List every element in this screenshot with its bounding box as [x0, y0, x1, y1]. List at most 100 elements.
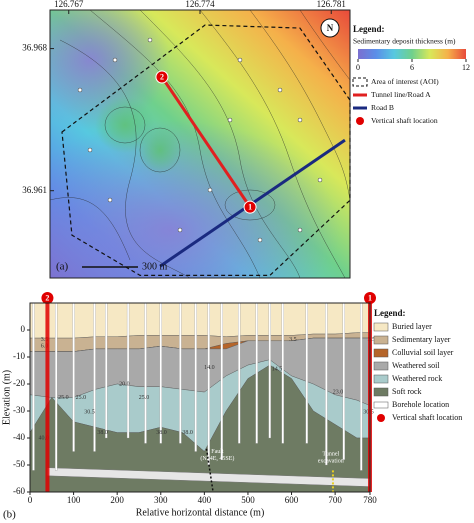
y-tick-label: 36.961: [22, 185, 47, 195]
shaft-marker: [155, 70, 169, 84]
map-area: [50, 10, 350, 278]
depth-label: 38.0: [156, 430, 167, 436]
legend-swatch: [373, 322, 389, 332]
legend-swatch: [352, 77, 368, 87]
contour-line: [299, 10, 350, 81]
borehole: [194, 302, 197, 452]
contour-line: [50, 197, 131, 261]
tunnel-label: excavation: [318, 459, 344, 465]
layer: [29, 302, 371, 339]
depth-label: 25.0: [139, 395, 150, 401]
borehole: [72, 302, 75, 452]
legend-title: Legend:: [353, 24, 385, 34]
borehole: [281, 302, 284, 444]
local-high: [138, 125, 182, 175]
depth-label: 20.0: [119, 381, 130, 387]
legend-label: Weathered soil: [392, 361, 440, 370]
contour-line: [104, 106, 146, 144]
borehole-marker: [87, 147, 93, 153]
borehole: [179, 302, 182, 444]
borehole-marker: [277, 87, 283, 93]
shaft-label: 1: [248, 202, 252, 211]
legend-label: Road B: [371, 103, 394, 112]
legend-label: Area of interest (AOI): [371, 77, 439, 86]
borehole-marker: [237, 57, 243, 63]
y-tick-label: 36.968: [22, 43, 47, 53]
borehole-marker: [112, 57, 118, 63]
depth-label: 3.5: [41, 337, 49, 343]
borehole: [325, 302, 328, 466]
tunnel-label: Tunnel: [322, 452, 339, 458]
colorbar-title: Sedimentary deposit thickness (m): [353, 37, 456, 46]
depth-label: 25.0: [58, 395, 69, 401]
legend-label: Tunnel line/Road A: [371, 90, 431, 99]
panel-label: (a): [56, 261, 69, 273]
colorbar-tick-label: 12: [462, 63, 470, 72]
x-tick-label: 126.774: [185, 0, 215, 9]
borehole-marker: [257, 237, 263, 243]
legend-swatch: [373, 374, 389, 384]
shaft-marker: [243, 200, 257, 214]
borehole-marker: [317, 177, 323, 183]
borehole-marker: [297, 227, 303, 233]
y-tick-label: -50: [13, 459, 25, 469]
colorbar: [358, 49, 466, 59]
x-tick-label: 126.781: [317, 0, 346, 9]
legend-swatch: [373, 401, 389, 409]
legend-label: Sedimentary layer: [392, 335, 451, 344]
north-arrow: [320, 18, 340, 38]
thin-deposit-zone: [50, 120, 340, 278]
x-tick-label: 100: [67, 495, 81, 505]
contour-line: [199, 10, 346, 278]
fault-label: Fault: [211, 449, 224, 455]
depth-label: 30.5: [84, 410, 95, 416]
legend-swatch: [373, 387, 389, 397]
legend-label: Colluvial soil layer: [392, 348, 454, 357]
borehole: [360, 302, 363, 471]
thin-deposit-zone: [50, 10, 170, 130]
borehole-marker: [77, 87, 83, 93]
borehole: [93, 302, 96, 452]
borehole: [255, 302, 258, 444]
legend-label: Borehole location: [392, 400, 449, 409]
depth-label: 6.0: [41, 344, 49, 350]
depth-label: 25.0: [76, 395, 87, 401]
north-label: N: [327, 23, 334, 33]
fault-line: [205, 448, 214, 493]
x-tick-label: 600: [285, 495, 299, 505]
depth-label: 40.0: [39, 435, 50, 441]
borehole-marker: [207, 187, 213, 193]
legend-swatch: [377, 414, 385, 422]
x-tick-label: 780: [363, 495, 377, 505]
contour-line: [249, 10, 350, 201]
legend-swatch: [373, 335, 389, 345]
contour-line: [139, 10, 301, 278]
legend-swatch: [373, 348, 389, 358]
shaft-marker: [364, 292, 376, 304]
y-tick-label: -10: [13, 351, 25, 361]
borehole: [305, 302, 308, 444]
legend-swatch: [373, 361, 389, 371]
y-tick-label: -30: [13, 405, 25, 415]
depth-label: 38.0: [182, 430, 193, 436]
borehole: [126, 302, 130, 439]
colorbar-tick-label: 0: [356, 63, 360, 72]
panel-label: (b): [3, 509, 16, 521]
x-tick-label: 400: [198, 495, 212, 505]
x-tick-label: 500: [241, 495, 255, 505]
legend-swatch: [356, 117, 364, 125]
shaft-marker: [41, 292, 54, 304]
y-tick-label: -20: [13, 378, 25, 388]
x-axis-label: Relative horizontal distance (m): [136, 507, 265, 518]
colorbar-tick-label: 6: [410, 63, 414, 72]
borehole-marker: [107, 197, 113, 203]
shaft-label: 1: [368, 293, 372, 302]
borehole: [55, 302, 58, 471]
x-tick-label: 0: [28, 495, 33, 505]
contour-line: [224, 189, 276, 221]
legend-title: Legend:: [374, 308, 406, 318]
y-axis-label: Elevation (m): [1, 370, 12, 425]
shaft-label: 2: [160, 72, 164, 81]
borehole-marker: [227, 117, 233, 123]
legend-label: Soft rock: [392, 387, 422, 396]
